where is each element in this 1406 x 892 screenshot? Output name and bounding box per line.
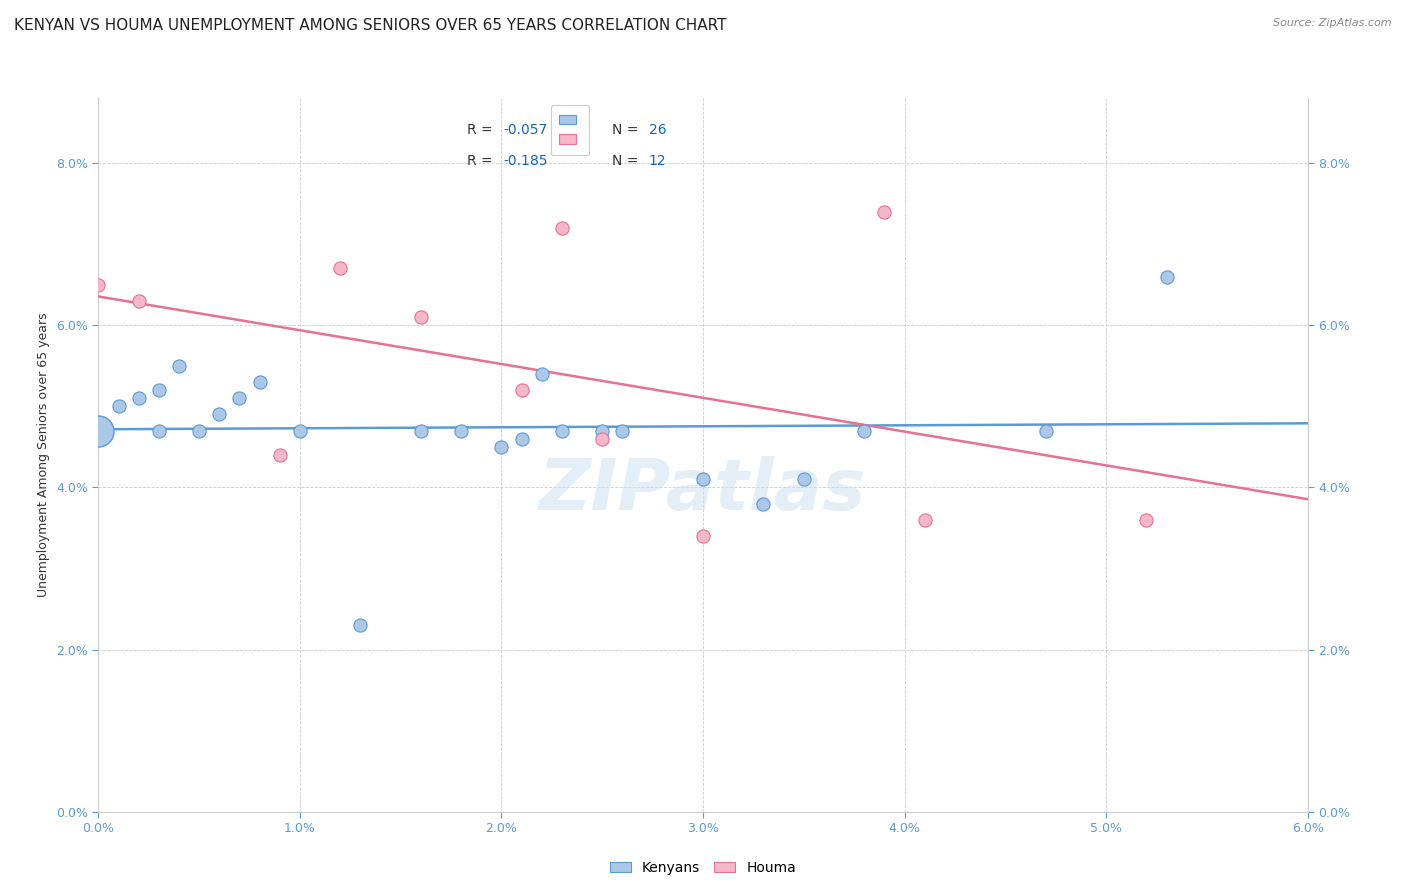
Text: ZIPatlas: ZIPatlas — [540, 456, 866, 525]
Point — [87, 424, 110, 438]
Text: KENYAN VS HOUMA UNEMPLOYMENT AMONG SENIORS OVER 65 YEARS CORRELATION CHART: KENYAN VS HOUMA UNEMPLOYMENT AMONG SENIO… — [14, 18, 727, 33]
Point — [329, 261, 352, 276]
Point — [450, 424, 472, 438]
Point — [349, 618, 371, 632]
Text: Source: ZipAtlas.com: Source: ZipAtlas.com — [1274, 18, 1392, 28]
Point — [128, 391, 150, 405]
Point — [530, 367, 553, 381]
Point — [793, 472, 815, 486]
Point — [269, 448, 291, 462]
Point — [188, 424, 211, 438]
Point — [288, 424, 311, 438]
Point — [107, 399, 129, 413]
Point — [853, 424, 876, 438]
Point — [208, 408, 231, 422]
Point — [510, 432, 533, 446]
Text: R =: R = — [467, 123, 498, 137]
Point — [148, 424, 170, 438]
Text: N =: N = — [613, 123, 643, 137]
Point — [1135, 513, 1157, 527]
Point — [510, 383, 533, 397]
Point — [551, 424, 574, 438]
Text: N =: N = — [613, 154, 643, 168]
Legend: , : , — [551, 105, 589, 155]
Point — [914, 513, 936, 527]
Point — [249, 375, 271, 389]
Point — [228, 391, 250, 405]
Point — [551, 220, 574, 235]
Point — [591, 424, 613, 438]
Point — [873, 204, 896, 219]
Point — [491, 440, 513, 454]
Text: R =: R = — [467, 154, 498, 168]
Point — [409, 310, 432, 324]
Point — [148, 383, 170, 397]
Point — [752, 497, 775, 511]
Point — [167, 359, 190, 373]
Point — [87, 277, 110, 292]
Point — [128, 293, 150, 308]
Legend: Kenyans, Houma: Kenyans, Houma — [605, 855, 801, 880]
Text: 26: 26 — [648, 123, 666, 137]
Text: 12: 12 — [648, 154, 666, 168]
Point — [409, 424, 432, 438]
Y-axis label: Unemployment Among Seniors over 65 years: Unemployment Among Seniors over 65 years — [38, 312, 51, 598]
Point — [692, 529, 714, 543]
Point — [612, 424, 634, 438]
Point — [692, 472, 714, 486]
Text: -0.185: -0.185 — [503, 154, 548, 168]
Point — [1035, 424, 1057, 438]
Point — [1156, 269, 1178, 284]
Text: -0.057: -0.057 — [503, 123, 548, 137]
Point — [591, 432, 613, 446]
Point — [87, 424, 110, 438]
